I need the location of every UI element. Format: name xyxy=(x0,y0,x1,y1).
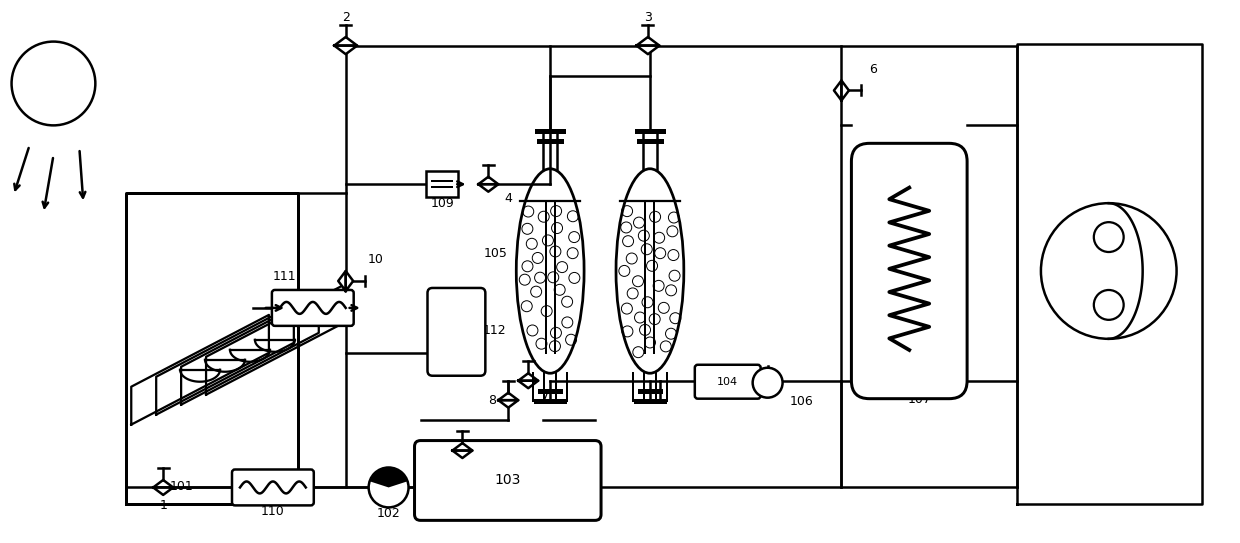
Text: 110: 110 xyxy=(260,506,285,519)
Text: 7: 7 xyxy=(542,389,551,402)
Polygon shape xyxy=(346,271,353,291)
Polygon shape xyxy=(518,373,538,381)
Polygon shape xyxy=(479,176,498,184)
Polygon shape xyxy=(335,37,357,46)
Text: 104: 104 xyxy=(717,377,738,387)
Text: 3: 3 xyxy=(644,11,652,24)
Polygon shape xyxy=(453,443,472,451)
Text: 6: 6 xyxy=(869,62,877,75)
Text: 10: 10 xyxy=(367,253,383,266)
FancyBboxPatch shape xyxy=(427,171,459,197)
Text: 105: 105 xyxy=(484,247,507,260)
Polygon shape xyxy=(479,184,498,192)
Polygon shape xyxy=(498,393,518,400)
Circle shape xyxy=(368,468,408,507)
Polygon shape xyxy=(154,488,174,495)
Text: 103: 103 xyxy=(495,473,521,488)
Polygon shape xyxy=(370,468,408,488)
Polygon shape xyxy=(636,46,660,54)
FancyBboxPatch shape xyxy=(694,365,760,399)
FancyBboxPatch shape xyxy=(414,440,601,520)
Polygon shape xyxy=(339,271,346,291)
Text: 112: 112 xyxy=(482,324,506,337)
Polygon shape xyxy=(335,46,357,54)
Polygon shape xyxy=(453,451,472,458)
Polygon shape xyxy=(842,80,849,100)
Text: 108: 108 xyxy=(1102,291,1126,304)
Polygon shape xyxy=(498,400,518,408)
Text: 109: 109 xyxy=(430,197,454,210)
Text: 2: 2 xyxy=(342,11,350,24)
FancyBboxPatch shape xyxy=(272,290,353,326)
Polygon shape xyxy=(835,80,842,100)
Text: 9: 9 xyxy=(480,458,489,471)
Text: 8: 8 xyxy=(489,394,496,407)
Polygon shape xyxy=(518,381,538,388)
FancyBboxPatch shape xyxy=(232,470,314,506)
Text: 107: 107 xyxy=(908,393,931,406)
Text: 4: 4 xyxy=(505,192,512,205)
FancyBboxPatch shape xyxy=(852,143,967,399)
Text: 101: 101 xyxy=(169,480,193,493)
Circle shape xyxy=(753,368,782,397)
Polygon shape xyxy=(154,480,174,488)
Text: 102: 102 xyxy=(377,507,401,520)
Polygon shape xyxy=(636,37,660,46)
Text: 1: 1 xyxy=(159,500,167,513)
Text: 106: 106 xyxy=(790,395,813,408)
Text: 111: 111 xyxy=(273,270,296,283)
Circle shape xyxy=(1040,203,1177,339)
FancyBboxPatch shape xyxy=(428,288,485,376)
